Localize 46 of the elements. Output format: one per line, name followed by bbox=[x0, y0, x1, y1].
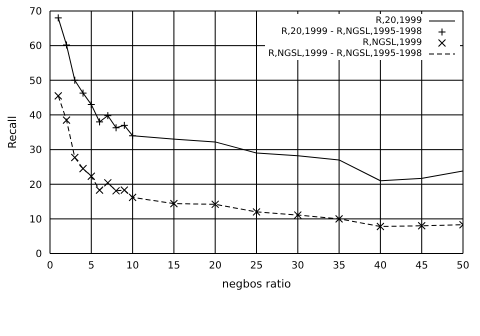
legend-label: R,20,1999 - R,NGSL,1995-1998 bbox=[281, 26, 422, 36]
point bbox=[62, 116, 71, 124]
point bbox=[96, 118, 104, 126]
x-tick-label: 45 bbox=[415, 260, 428, 272]
x-tick-label: 5 bbox=[88, 260, 94, 272]
point bbox=[294, 211, 302, 220]
point bbox=[376, 222, 384, 230]
x-tick-label: 15 bbox=[168, 260, 180, 272]
point bbox=[79, 89, 88, 98]
y-tick-label: 0 bbox=[36, 249, 42, 260]
point bbox=[128, 193, 137, 202]
point bbox=[104, 178, 112, 187]
point bbox=[335, 214, 344, 223]
point bbox=[252, 208, 260, 216]
x-tick-label: 30 bbox=[291, 260, 304, 272]
point bbox=[418, 222, 426, 230]
y-tick-label: 30 bbox=[29, 145, 42, 156]
legend-label: R,NGSL,1999 bbox=[362, 38, 422, 48]
x-tick-label: 40 bbox=[374, 260, 387, 272]
point bbox=[211, 200, 220, 208]
y-axis-title: Recall bbox=[6, 116, 19, 149]
x-tick-label: 25 bbox=[250, 260, 263, 272]
point bbox=[96, 186, 104, 194]
y-tick-label: 50 bbox=[29, 76, 42, 87]
point bbox=[54, 92, 62, 100]
legend-label: R,NGSL,1999 - R,NGSL,1995-1998 bbox=[268, 48, 422, 58]
point bbox=[54, 14, 62, 22]
point bbox=[112, 124, 120, 132]
x-tick-label: 50 bbox=[456, 260, 470, 272]
point bbox=[170, 200, 178, 208]
y-tick-label: 10 bbox=[29, 214, 42, 226]
x-tick-label: 35 bbox=[332, 260, 346, 272]
x-tick-label: 0 bbox=[46, 260, 54, 272]
y-tick-label: 70 bbox=[29, 6, 42, 18]
legend-label: R,20,1999 bbox=[376, 16, 422, 26]
point bbox=[79, 164, 88, 173]
y-tick-label: 60 bbox=[29, 41, 42, 52]
point bbox=[70, 154, 79, 162]
x-tick-label: 10 bbox=[126, 260, 139, 272]
point bbox=[120, 121, 128, 130]
point bbox=[87, 172, 96, 180]
y-tick-label: 20 bbox=[29, 180, 42, 191]
point bbox=[104, 112, 112, 120]
x-tick-label: 20 bbox=[208, 260, 222, 272]
y-tick-label: 40 bbox=[29, 110, 42, 122]
x-axis-title: negbos ratio bbox=[222, 278, 292, 290]
